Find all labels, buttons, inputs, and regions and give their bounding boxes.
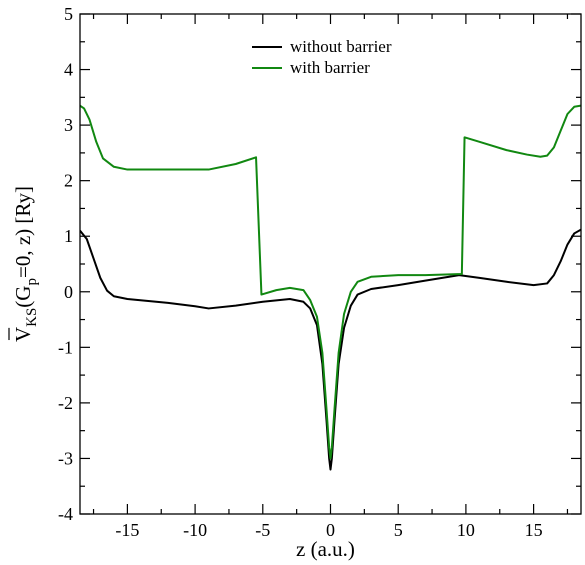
y-axis-title-close: =0, z) [Ry] <box>11 186 35 278</box>
legend-label-with-barrier: with barrier <box>290 58 370 77</box>
series-line-without-barrier <box>80 228 581 471</box>
y-tick-label: 1 <box>64 226 73 246</box>
y-axis-title-sub1: KS <box>24 308 40 327</box>
y-tick-label: -4 <box>58 504 73 524</box>
x-tick-label: 10 <box>457 520 475 540</box>
x-tick-label: -10 <box>183 520 207 540</box>
x-tick-label: 5 <box>394 520 403 540</box>
y-tick-label: -1 <box>58 337 73 357</box>
y-tick-label: 5 <box>64 4 73 24</box>
y-tick-label: 0 <box>64 282 73 302</box>
x-tick-label: -15 <box>115 520 139 540</box>
series-layer <box>80 104 581 471</box>
x-axis-title: z (a.u.) <box>296 537 355 561</box>
y-tick-label: 2 <box>64 171 73 191</box>
plot-frame <box>79 13 582 515</box>
y-axis-title: VKS(Gp=0, z) [Ry] <box>8 186 40 342</box>
svg-text:VKS(Gp=0, z) [Ry]: VKS(Gp=0, z) [Ry] <box>11 186 40 342</box>
series-line-with-barrier <box>80 104 581 460</box>
y-axis-title-base: V <box>11 327 35 342</box>
y-axis-title-sub2: p <box>24 278 40 286</box>
legend-label-without-barrier: without barrier <box>290 37 392 56</box>
x-tick-label: 15 <box>525 520 543 540</box>
legend: without barrier with barrier <box>252 37 392 77</box>
y-tick-label: 4 <box>64 60 73 80</box>
x-tick-label: 0 <box>326 520 335 540</box>
x-tick-label: -5 <box>255 520 270 540</box>
y-tick-label: -3 <box>58 448 73 468</box>
y-tick-label: 3 <box>64 115 73 135</box>
y-axis-title-open: (G <box>11 286 35 308</box>
y-tick-label: -2 <box>58 393 73 413</box>
